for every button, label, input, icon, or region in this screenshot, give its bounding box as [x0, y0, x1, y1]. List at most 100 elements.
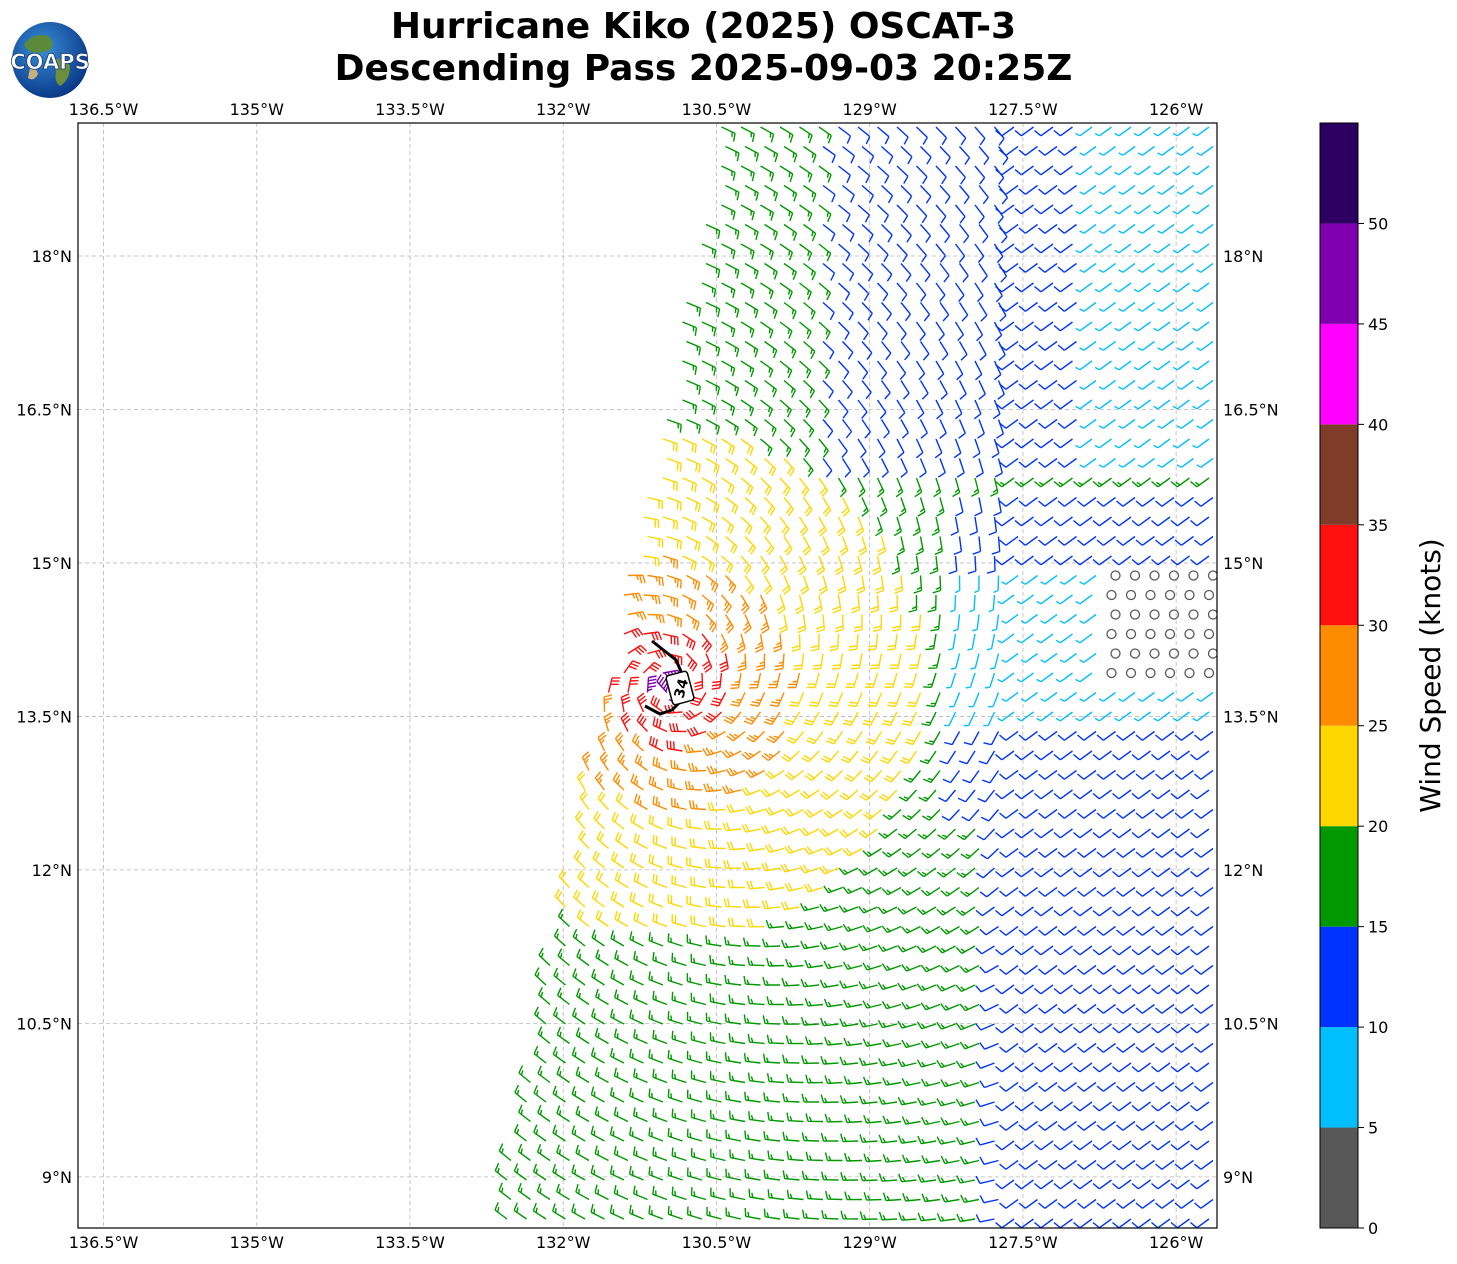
wind-barb	[706, 730, 726, 740]
wind-barb	[1038, 457, 1058, 468]
wind-barb	[1157, 457, 1175, 468]
wind-barb	[857, 360, 869, 380]
wind-barb	[744, 262, 759, 280]
wind-barb	[783, 711, 801, 726]
wind-barb	[1170, 945, 1190, 956]
wind-barb	[647, 648, 667, 659]
wind-barb	[1094, 321, 1112, 332]
wind-barb	[1114, 282, 1132, 293]
wind-barb	[840, 1210, 859, 1220]
wind-barb	[986, 633, 996, 651]
wind-barb	[740, 594, 750, 615]
wind-barb	[533, 1045, 547, 1064]
wind-barb	[820, 750, 840, 763]
wind-barb	[776, 594, 786, 615]
wind-barb	[914, 477, 923, 498]
wind-barb	[558, 869, 571, 888]
wind-barb	[843, 808, 863, 820]
wind-barb	[801, 1093, 820, 1103]
wind-barb	[1053, 1179, 1073, 1190]
wind-barb	[975, 867, 995, 879]
wind-barb	[818, 282, 832, 301]
wind-barb	[860, 750, 879, 764]
wind-barb	[1075, 672, 1093, 683]
wind-barb	[799, 165, 813, 183]
wind-barb	[1094, 204, 1112, 215]
wind-barb	[1073, 867, 1093, 878]
wind-barb	[575, 1184, 590, 1201]
wind-barb	[1133, 321, 1151, 332]
lon-tick-label: 136.5°W	[69, 1233, 139, 1252]
wind-barb	[808, 692, 824, 707]
wind-barb	[997, 224, 1008, 244]
wind-barb	[1018, 223, 1038, 234]
wind-barb	[1137, 379, 1155, 390]
wind-barb	[935, 165, 947, 185]
wind-barb	[1057, 535, 1077, 546]
wind-barb	[991, 614, 1000, 632]
wind-barb	[1172, 282, 1190, 293]
wind-barb	[596, 830, 609, 850]
wind-barb	[977, 419, 985, 439]
wind-barb	[858, 1019, 878, 1028]
wind-barb	[595, 870, 609, 889]
wind-barb	[1079, 223, 1097, 234]
wind-barb	[1192, 399, 1210, 410]
wind-barb	[797, 555, 807, 576]
wind-barb	[701, 594, 715, 613]
wind-barb	[1018, 730, 1038, 741]
wind-barb	[897, 1058, 917, 1068]
wind-barb	[1174, 769, 1194, 780]
wind-barb	[799, 399, 811, 418]
colorbar-tick-label: 35	[1368, 516, 1388, 535]
wind-barb	[999, 301, 1019, 312]
wind-barb	[1079, 418, 1097, 429]
wind-barb	[744, 379, 759, 397]
wind-barb	[881, 886, 902, 896]
wind-barb	[556, 987, 570, 1006]
wind-barb	[764, 223, 778, 241]
wind-barb	[1157, 691, 1175, 702]
wind-barb	[648, 932, 664, 947]
wind-barb	[1057, 886, 1077, 897]
wind-barb	[1057, 769, 1077, 780]
wind-barb	[1057, 340, 1077, 351]
wind-barb	[1057, 379, 1077, 390]
wind-barb	[765, 919, 785, 929]
wind-barb	[950, 594, 957, 613]
wind-barb	[1073, 1062, 1093, 1073]
wind-barb	[1096, 886, 1116, 897]
wind-barb	[1153, 282, 1171, 293]
wind-barb	[783, 536, 793, 556]
wind-barb	[1077, 1159, 1097, 1170]
wind-barb	[1151, 555, 1171, 566]
wind-barb	[822, 340, 835, 360]
wind-barb	[1053, 789, 1073, 800]
wind-barb	[862, 847, 882, 858]
wind-barb	[1079, 613, 1097, 624]
lat-tick-label: 18°N	[32, 247, 72, 266]
wind-barb	[763, 1092, 781, 1103]
wind-barb	[725, 496, 739, 515]
wind-barb	[999, 418, 1019, 429]
wind-barb	[1018, 769, 1038, 780]
wind-barb	[536, 1183, 551, 1201]
wind-barb	[703, 711, 722, 723]
wind-barb	[1153, 438, 1171, 449]
wind-barb	[1196, 691, 1214, 702]
wind-barb	[1092, 945, 1112, 956]
wind-barb	[725, 1168, 742, 1181]
wind-barb	[573, 889, 586, 908]
wind-barb-calm	[1125, 589, 1137, 601]
wind-barb	[844, 1191, 863, 1201]
wind-barb	[577, 869, 590, 889]
wind-barb	[1014, 984, 1034, 995]
wind-barb	[919, 750, 937, 765]
wind-barb	[666, 652, 683, 666]
wind-barb	[1077, 496, 1097, 507]
wind-barb-calm	[1110, 609, 1121, 620]
lon-tick-label: 129°W	[843, 1233, 898, 1252]
wind-barb	[822, 145, 836, 164]
wind-barb	[1018, 925, 1038, 936]
wind-barb	[1038, 1198, 1058, 1209]
